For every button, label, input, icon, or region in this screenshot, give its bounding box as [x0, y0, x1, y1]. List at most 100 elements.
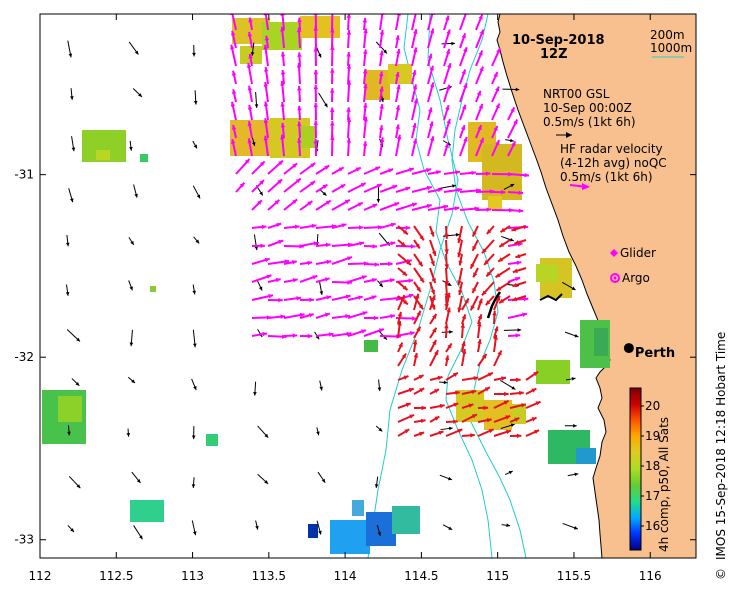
radar-arrow	[280, 101, 285, 121]
red-radar-arrow	[397, 281, 409, 291]
red-radar-arrow	[525, 387, 537, 395]
radar-arrow	[283, 278, 298, 283]
radar-arrow	[330, 121, 335, 139]
radar-arrow	[329, 68, 335, 85]
model-arrow	[564, 423, 577, 428]
radar-arrow	[251, 293, 274, 301]
red-radar-arrow	[457, 239, 463, 258]
colorbar-tick-label: 18	[645, 459, 660, 473]
radar-arrow	[427, 82, 435, 103]
red-radar-arrow	[397, 320, 402, 339]
radar-arrow	[395, 186, 411, 193]
red-radar-arrow	[525, 400, 541, 409]
radar-arrow	[313, 102, 319, 121]
red-radar-arrow	[429, 267, 437, 284]
red-radar-arrow	[429, 225, 435, 237]
model-arrow	[319, 189, 327, 196]
radar-arrow	[363, 49, 368, 67]
colorbar-tick-label: 16	[645, 519, 660, 533]
model-arrow	[502, 87, 520, 92]
radar-arrow	[379, 261, 393, 267]
radar-arrow	[491, 189, 506, 195]
radar-arrow	[346, 51, 351, 67]
radar-arrow	[346, 64, 352, 85]
red-radar-arrow	[498, 295, 511, 304]
radar-arrow	[313, 120, 319, 139]
radar-arrow	[475, 171, 491, 176]
red-radar-arrow	[445, 419, 458, 424]
red-radar-arrow	[493, 391, 509, 397]
radar-arrow	[267, 239, 284, 247]
radar-arrow	[507, 106, 516, 121]
radar-arrow	[347, 182, 367, 193]
red-radar-arrow	[461, 375, 479, 381]
radar-legend-line2: (4-12h avg) noQC	[560, 156, 667, 170]
radar-arrow	[299, 223, 317, 229]
radar-arrow	[263, 44, 269, 67]
radar-arrow	[283, 162, 298, 175]
radar-arrow	[263, 81, 269, 103]
red-radar-arrow	[397, 239, 407, 248]
radar-arrow	[230, 44, 237, 67]
red-radar-arrow	[458, 281, 463, 296]
red-radar-arrow	[481, 239, 495, 254]
radar-arrow	[427, 135, 435, 157]
colorbar-gradient	[629, 387, 642, 551]
radar-legend-line3: 0.5m/s (1kt 6h)	[560, 170, 653, 184]
radar-arrow	[280, 69, 286, 85]
x-tick-label: 113	[181, 569, 204, 583]
model-arrow	[191, 520, 197, 536]
red-radar-arrow	[413, 387, 425, 395]
radar-arrow	[491, 86, 500, 103]
radar-arrow	[411, 28, 418, 49]
radar-arrow	[459, 170, 477, 176]
red-radar-arrow	[397, 352, 407, 367]
model-arrow	[253, 234, 259, 251]
radar-arrow	[363, 295, 377, 301]
radar-arrow	[315, 332, 334, 337]
radar-arrow	[411, 185, 433, 193]
radar-arrow	[247, 31, 253, 49]
radar-arrow	[315, 259, 332, 265]
radar-arrow	[296, 137, 302, 157]
y-tick-label: -31	[14, 168, 34, 182]
model-arrow	[377, 379, 382, 392]
radar-arrow	[395, 225, 411, 231]
radar-arrow	[297, 121, 302, 139]
red-radar-arrow	[413, 418, 426, 424]
model-arrow	[133, 184, 138, 198]
model-arrow	[193, 90, 198, 105]
radar-arrow	[362, 141, 368, 157]
radar-arrow	[507, 333, 521, 338]
perth-label: Perth	[635, 346, 675, 361]
red-radar-arrow	[493, 326, 499, 339]
radar-arrow	[395, 35, 400, 49]
radar-arrow	[347, 166, 362, 175]
map-date: 10-Sep-2018	[512, 33, 605, 48]
radar-arrow	[379, 86, 384, 103]
model-arrow	[316, 520, 322, 535]
radar-arrow	[459, 124, 466, 139]
isobath-label-200: 200m	[650, 28, 685, 42]
radar-arrow	[247, 138, 253, 157]
radar-arrow	[315, 312, 331, 319]
radar-arrow	[459, 33, 467, 49]
model-legend-line3: 0.5m/s (1kt 6h)	[543, 115, 636, 129]
radar-arrow	[297, 52, 302, 67]
radar-arrow	[299, 313, 314, 319]
radar-arrow	[329, 107, 335, 121]
red-radar-arrow	[429, 415, 440, 423]
red-radar-arrow	[413, 253, 424, 267]
radar-arrow	[231, 124, 237, 139]
red-radar-arrow	[471, 281, 479, 294]
red-radar-arrow	[413, 310, 422, 325]
radar-arrow	[346, 80, 352, 103]
radar-arrow	[443, 84, 451, 103]
radar-arrow	[491, 71, 499, 85]
model-arrow	[192, 284, 196, 295]
red-radar-arrow	[515, 253, 527, 259]
radar-arrow	[475, 103, 484, 121]
radar-arrow	[347, 241, 365, 247]
radar-arrow	[459, 136, 468, 157]
radar-arrow	[330, 27, 335, 49]
